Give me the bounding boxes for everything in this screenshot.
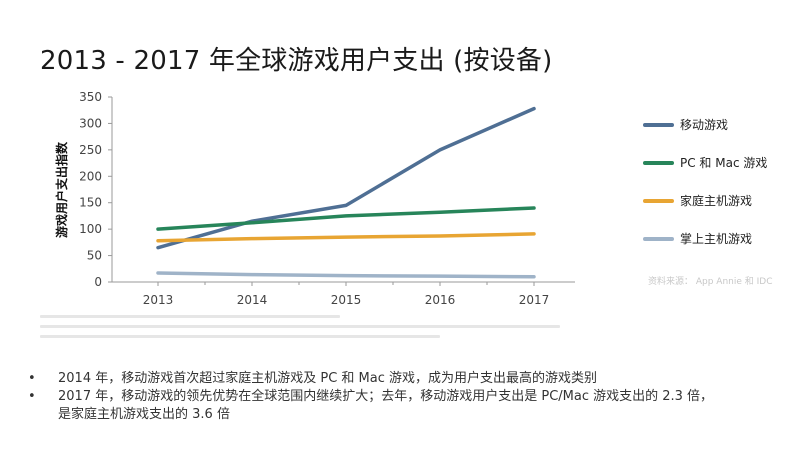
series-line-2 [156,232,536,243]
series-line-0 [156,106,536,250]
footnote-line [40,325,560,328]
x-tick-label: 2014 [237,293,268,307]
chart-axes: 0 50 100 150 200 250 300 350 2013 2014 2015 2016 201… [79,90,575,307]
insight-item: 2014 年，移动游戏首次超过家庭主机游戏及 PC 和 Mac 游戏，成为用户支… [28,370,788,388]
footnotes [40,315,560,338]
chart-title: 2013 - 2017 年全球游戏用户支出 (按设备) [40,46,553,76]
legend-label: 掌上主机游戏 [680,232,752,246]
footnote-line [40,335,440,338]
insight-item: 2017 年，移动游戏的领先优势在全球范围内继续扩大；去年，移动游戏用户支出是 … [28,388,788,424]
legend-label: 移动游戏 [680,118,728,132]
insight-text: 2017 年，移动游戏的领先优势在全球范围内继续扩大；去年，移动游戏用户支出是 … [58,389,714,404]
y-tick-label: 200 [79,169,102,183]
insight-text-continued: 是家庭主机游戏支出的 3.6 倍 [58,407,230,422]
y-axis-label: 游戏用户支出指数 [54,141,69,238]
y-tick-label: 50 [87,249,102,263]
series-line-1 [156,206,536,231]
x-tick-label: 2013 [143,293,174,307]
series-line-3 [156,271,536,279]
insight-text: 2014 年，移动游戏首次超过家庭主机游戏及 PC 和 Mac 游戏，成为用户支… [58,371,597,386]
y-tick-label: 250 [79,143,102,157]
y-tick-label: 100 [79,222,102,236]
x-tick-label: 2015 [331,293,362,307]
x-tick-label: 2017 [519,293,550,307]
footnote-line [40,315,340,318]
source-note: 资料来源： App Annie 和 IDC [648,275,773,287]
legend-label: PC 和 Mac 游戏 [680,156,767,170]
insights-list: 2014 年，移动游戏首次超过家庭主机游戏及 PC 和 Mac 游戏，成为用户支… [28,370,788,424]
y-tick-label: 350 [79,90,102,104]
x-tick-label: 2016 [425,293,456,307]
legend-label: 家庭主机游戏 [680,193,752,208]
chart-lines [156,106,536,279]
y-tick-label: 300 [79,116,102,130]
y-tick-label: 0 [94,275,102,289]
y-tick-label: 150 [79,196,102,210]
